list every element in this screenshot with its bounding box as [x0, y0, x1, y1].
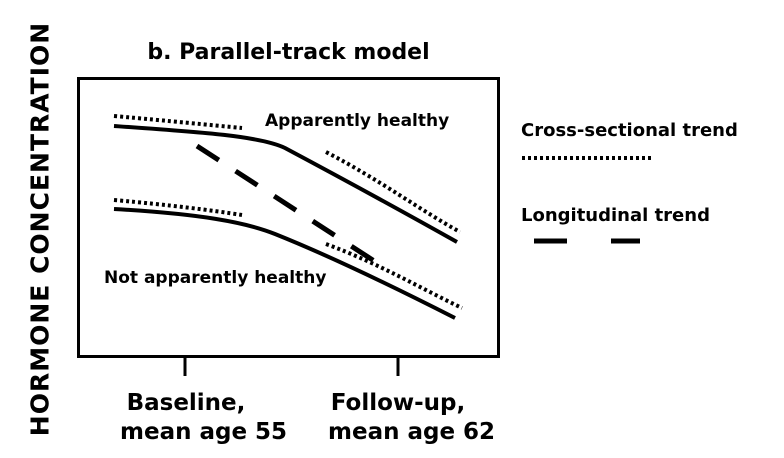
upper-solid-curve	[113, 124, 458, 244]
lower-solid-curve	[113, 207, 456, 320]
x-tick-label-followup: Follow-up, mean age 62	[328, 389, 496, 447]
upper-group-label: Apparently healthy	[265, 111, 450, 131]
x-tick-label-baseline-line1: Baseline,	[126, 390, 246, 416]
cross-sectional-dotted-lower-left	[113, 198, 243, 217]
longitudinal-dashed-line	[195, 143, 387, 271]
legend-longitudinal-label: Longitudinal trend	[521, 205, 710, 226]
cross-sectional-dotted-upper-left	[113, 114, 243, 130]
lower-group-label: Not apparently healthy	[104, 268, 327, 288]
cross-sectional-dotted-lower-right	[325, 242, 463, 310]
legend-cross-sectional-label: Cross-sectional trend	[521, 120, 738, 141]
cross-sectional-dotted-upper-right	[325, 150, 461, 234]
x-tick-label-followup-line1: Follow-up,	[330, 390, 466, 416]
x-tick-label-followup-line2: mean age 62	[328, 419, 496, 445]
x-tick-label-baseline: Baseline, mean age 55	[120, 389, 288, 447]
plot-frame	[77, 77, 500, 358]
diagram-title: b. Parallel-track model	[147, 40, 430, 65]
x-tick-label-baseline-line2: mean age 55	[120, 419, 288, 445]
